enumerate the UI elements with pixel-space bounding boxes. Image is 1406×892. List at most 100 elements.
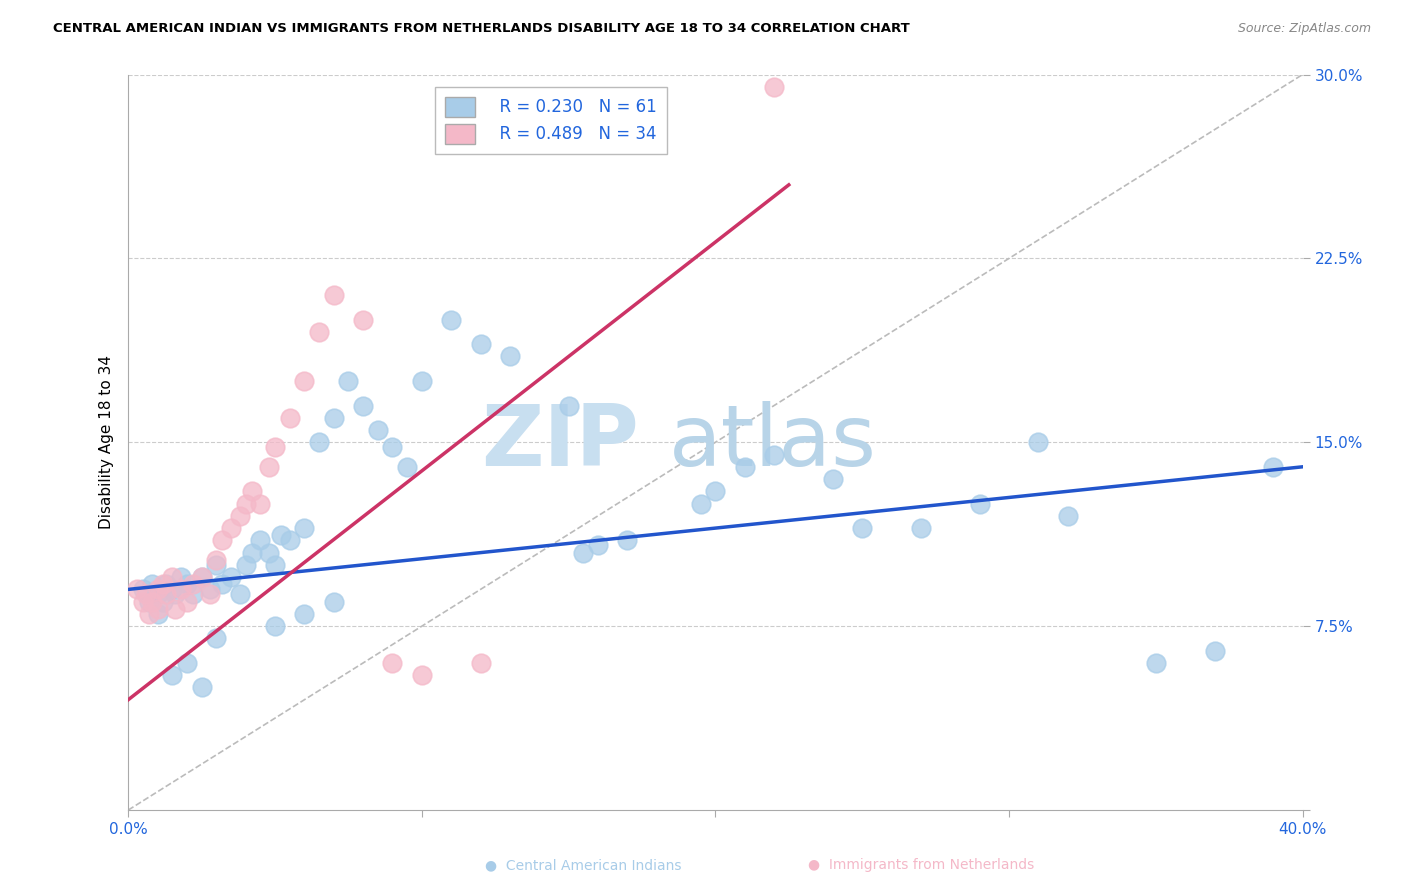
Point bbox=[292, 607, 315, 621]
Point bbox=[205, 553, 228, 567]
Point bbox=[125, 582, 148, 597]
Point bbox=[1056, 508, 1078, 523]
Point bbox=[146, 607, 169, 621]
Point bbox=[229, 508, 252, 523]
Point bbox=[235, 497, 257, 511]
Point bbox=[396, 459, 419, 474]
Point bbox=[470, 337, 492, 351]
Point bbox=[763, 79, 786, 94]
Point bbox=[278, 533, 301, 548]
Point bbox=[138, 607, 160, 621]
Point bbox=[162, 570, 184, 584]
Point bbox=[211, 577, 233, 591]
Point bbox=[170, 570, 193, 584]
Point bbox=[235, 558, 257, 572]
Point bbox=[257, 459, 280, 474]
Point bbox=[205, 632, 228, 646]
Point bbox=[155, 587, 177, 601]
Point bbox=[138, 594, 160, 608]
Point bbox=[292, 521, 315, 535]
Point bbox=[440, 312, 463, 326]
Point bbox=[381, 656, 404, 670]
Point bbox=[270, 528, 292, 542]
Point bbox=[586, 538, 609, 552]
Point bbox=[229, 587, 252, 601]
Point bbox=[689, 497, 711, 511]
Point bbox=[572, 546, 595, 560]
Point bbox=[352, 399, 374, 413]
Point bbox=[170, 582, 193, 597]
Point bbox=[162, 582, 184, 597]
Point bbox=[337, 374, 360, 388]
Point bbox=[146, 582, 169, 597]
Point bbox=[162, 668, 184, 682]
Text: ZIP: ZIP bbox=[481, 401, 640, 483]
Point bbox=[176, 594, 198, 608]
Point bbox=[1028, 435, 1050, 450]
Point bbox=[278, 410, 301, 425]
Point bbox=[969, 497, 991, 511]
Point bbox=[1144, 656, 1167, 670]
Point bbox=[704, 484, 727, 499]
Point bbox=[292, 374, 315, 388]
Point bbox=[240, 484, 263, 499]
Point bbox=[200, 582, 222, 597]
Point bbox=[141, 577, 163, 591]
Text: ●  Central American Indians: ● Central American Indians bbox=[485, 858, 682, 872]
Point bbox=[152, 594, 174, 608]
Point bbox=[499, 350, 522, 364]
Text: Source: ZipAtlas.com: Source: ZipAtlas.com bbox=[1237, 22, 1371, 36]
Point bbox=[264, 619, 287, 633]
Point bbox=[200, 587, 222, 601]
Point bbox=[308, 435, 330, 450]
Point bbox=[165, 587, 187, 601]
Point bbox=[367, 423, 389, 437]
Point bbox=[616, 533, 638, 548]
Point bbox=[176, 656, 198, 670]
Point bbox=[763, 448, 786, 462]
Text: atlas: atlas bbox=[668, 401, 876, 483]
Point bbox=[264, 558, 287, 572]
Point bbox=[308, 325, 330, 339]
Point bbox=[910, 521, 932, 535]
Point bbox=[322, 410, 344, 425]
Point bbox=[249, 497, 271, 511]
Text: ●  Immigrants from Netherlands: ● Immigrants from Netherlands bbox=[808, 858, 1033, 872]
Point bbox=[190, 681, 212, 695]
Point bbox=[734, 459, 756, 474]
Point bbox=[211, 533, 233, 548]
Point bbox=[132, 594, 155, 608]
Text: CENTRAL AMERICAN INDIAN VS IMMIGRANTS FROM NETHERLANDS DISABILITY AGE 18 TO 34 C: CENTRAL AMERICAN INDIAN VS IMMIGRANTS FR… bbox=[53, 22, 910, 36]
Point bbox=[411, 374, 433, 388]
Point bbox=[821, 472, 844, 486]
Point bbox=[1263, 459, 1285, 474]
Point bbox=[141, 594, 163, 608]
Point bbox=[411, 668, 433, 682]
Point bbox=[165, 602, 187, 616]
Point bbox=[155, 577, 177, 591]
Point bbox=[176, 577, 198, 591]
Point bbox=[146, 587, 169, 601]
Point bbox=[152, 577, 174, 591]
Point bbox=[240, 546, 263, 560]
Legend:   R = 0.230   N = 61,   R = 0.489   N = 34: R = 0.230 N = 61, R = 0.489 N = 34 bbox=[436, 87, 666, 153]
Point bbox=[352, 312, 374, 326]
Point bbox=[181, 587, 204, 601]
Point bbox=[322, 594, 344, 608]
Point bbox=[322, 288, 344, 302]
Point bbox=[132, 582, 155, 597]
Point bbox=[249, 533, 271, 548]
Point bbox=[257, 546, 280, 560]
Point bbox=[190, 570, 212, 584]
Point bbox=[264, 440, 287, 454]
Point bbox=[470, 656, 492, 670]
Point bbox=[205, 558, 228, 572]
Point bbox=[1204, 643, 1226, 657]
Point bbox=[557, 399, 579, 413]
Point bbox=[146, 602, 169, 616]
Point bbox=[190, 570, 212, 584]
Point bbox=[219, 521, 242, 535]
Point bbox=[135, 587, 157, 601]
Point bbox=[381, 440, 404, 454]
Point bbox=[181, 577, 204, 591]
